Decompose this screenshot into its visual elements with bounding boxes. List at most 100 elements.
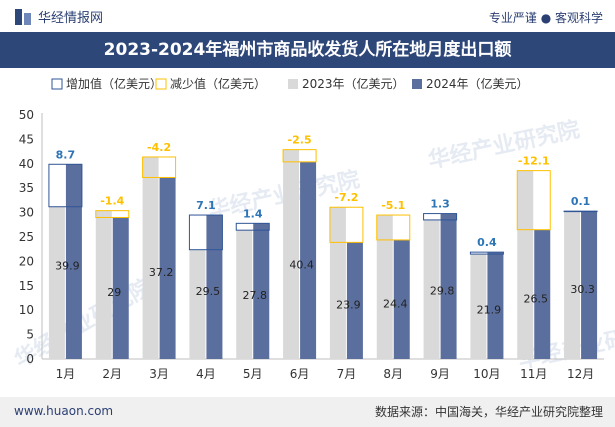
bar-2024 xyxy=(300,161,317,359)
change-box xyxy=(235,222,270,231)
slogan: 专业严谨 ● 客观科学 xyxy=(488,11,603,25)
change-label: -4.2 xyxy=(147,141,171,154)
change-label: 7.1 xyxy=(196,199,216,212)
x-tick-label: 8月 xyxy=(383,367,403,381)
bar-2024 xyxy=(440,213,457,359)
x-tick-label: 11月 xyxy=(520,367,547,381)
value-label-2024: 24.4 xyxy=(383,297,408,310)
change-box xyxy=(423,213,458,221)
legend-swatch-1 xyxy=(155,78,167,90)
y-tick-label: 50 xyxy=(19,108,34,122)
bar-2024 xyxy=(65,164,82,359)
value-label-2024: 29.5 xyxy=(196,285,221,298)
bar-2023 xyxy=(95,210,112,359)
bar-2023 xyxy=(283,149,300,359)
bar-2023 xyxy=(564,211,581,359)
y-tick-label: 0 xyxy=(26,352,34,366)
bar-2024 xyxy=(581,211,598,359)
legend-label-1: 减少值（亿美元） xyxy=(170,76,266,91)
change-label: -2.5 xyxy=(288,134,312,147)
change-box xyxy=(376,214,411,241)
brand-logo-icon xyxy=(15,8,31,25)
x-tick-label: 7月 xyxy=(337,367,357,381)
x-tick-label: 12月 xyxy=(567,367,594,381)
y-tick-label: 25 xyxy=(19,230,34,244)
bar-2024 xyxy=(112,217,129,359)
y-tick-label: 40 xyxy=(19,157,34,171)
change-label: -5.1 xyxy=(381,199,405,212)
legend-swatch-2 xyxy=(288,79,298,89)
value-label-2024: 29.8 xyxy=(430,284,455,297)
bar-2024 xyxy=(253,223,270,359)
change-label: -1.4 xyxy=(100,195,124,208)
bar-2024 xyxy=(534,229,551,359)
change-box xyxy=(329,206,364,243)
chart-title: 2023-2024年福州市商品收发货人所在地月度出口额 xyxy=(0,32,615,68)
change-box xyxy=(188,214,223,251)
value-label-2024: 23.9 xyxy=(336,299,361,312)
chart: 华经产业研究院华经产业研究院华经产业研究院华经产业研究院增加值（亿美元）减少值（… xyxy=(10,76,615,381)
value-label-2024: 40.4 xyxy=(289,258,314,271)
change-label: 0.1 xyxy=(571,195,591,208)
y-tick-label: 35 xyxy=(19,181,34,195)
bar-2024 xyxy=(393,239,410,359)
bar-2024 xyxy=(206,215,223,359)
y-tick-label: 45 xyxy=(19,132,34,146)
legend-swatch-3 xyxy=(412,79,422,89)
x-tick-label: 6月 xyxy=(290,367,310,381)
y-tick-label: 5 xyxy=(26,328,34,342)
legend-label-2: 2023年（亿美元） xyxy=(302,76,405,91)
bar-2024 xyxy=(487,252,504,359)
legend-label-0: 增加值（亿美元） xyxy=(66,76,162,91)
bar-2023 xyxy=(376,215,393,359)
change-box xyxy=(48,163,83,208)
footer: www.huaon.com 数据来源：中国海关，华经产业研究院整理 xyxy=(0,397,615,427)
y-tick-label: 30 xyxy=(19,206,34,220)
x-tick-label: 2月 xyxy=(102,367,122,381)
data-source: 数据来源：中国海关，华经产业研究院整理 xyxy=(374,405,603,419)
bar-2024 xyxy=(159,177,176,359)
change-label: -12.1 xyxy=(518,155,550,168)
bar-2023 xyxy=(236,230,253,359)
x-tick-label: 3月 xyxy=(149,367,169,381)
bar-2023 xyxy=(142,156,159,359)
y-tick-label: 15 xyxy=(19,279,34,293)
x-tick-label: 9月 xyxy=(430,367,450,381)
site-url[interactable]: www.huaon.com xyxy=(14,404,114,418)
x-tick-label: 1月 xyxy=(56,367,76,381)
value-label-2024: 39.9 xyxy=(55,260,80,273)
change-label: -7.2 xyxy=(334,191,358,204)
bar-2023 xyxy=(329,207,346,359)
y-tick-label: 10 xyxy=(19,303,34,317)
x-tick-label: 10月 xyxy=(473,367,500,381)
change-label: 0.4 xyxy=(477,236,497,249)
value-label-2024: 26.5 xyxy=(524,292,549,305)
change-box xyxy=(469,251,504,255)
change-label: 8.7 xyxy=(56,148,76,161)
x-tick-label: 5月 xyxy=(243,367,263,381)
bar-2024 xyxy=(346,242,363,359)
change-box xyxy=(516,170,551,231)
value-label-2024: 30.3 xyxy=(570,283,595,296)
brand: 华经情报网 xyxy=(14,7,103,26)
top-bar: 华经情报网 专业严谨 ● 客观科学 xyxy=(0,0,615,32)
value-label-2024: 37.2 xyxy=(149,266,174,279)
bar-2023 xyxy=(48,206,65,359)
change-box xyxy=(563,210,598,213)
bar-2023 xyxy=(470,254,487,359)
change-box xyxy=(282,149,317,163)
legend-label-3: 2024年（亿美元） xyxy=(426,76,529,91)
bar-2023 xyxy=(189,249,206,359)
change-box xyxy=(142,156,177,178)
y-tick-label: 20 xyxy=(19,254,34,268)
x-tick-label: 4月 xyxy=(196,367,216,381)
change-box xyxy=(95,210,130,218)
value-label-2024: 29 xyxy=(107,286,121,299)
change-label: 1.4 xyxy=(243,207,263,220)
value-label-2024: 21.9 xyxy=(477,304,502,317)
brand-name: 华经情报网 xyxy=(38,11,104,26)
bar-2023 xyxy=(517,170,534,359)
bar-2023 xyxy=(423,219,440,359)
change-label: 1.3 xyxy=(430,198,450,211)
watermark-text: 华经产业研究院 xyxy=(426,116,582,173)
